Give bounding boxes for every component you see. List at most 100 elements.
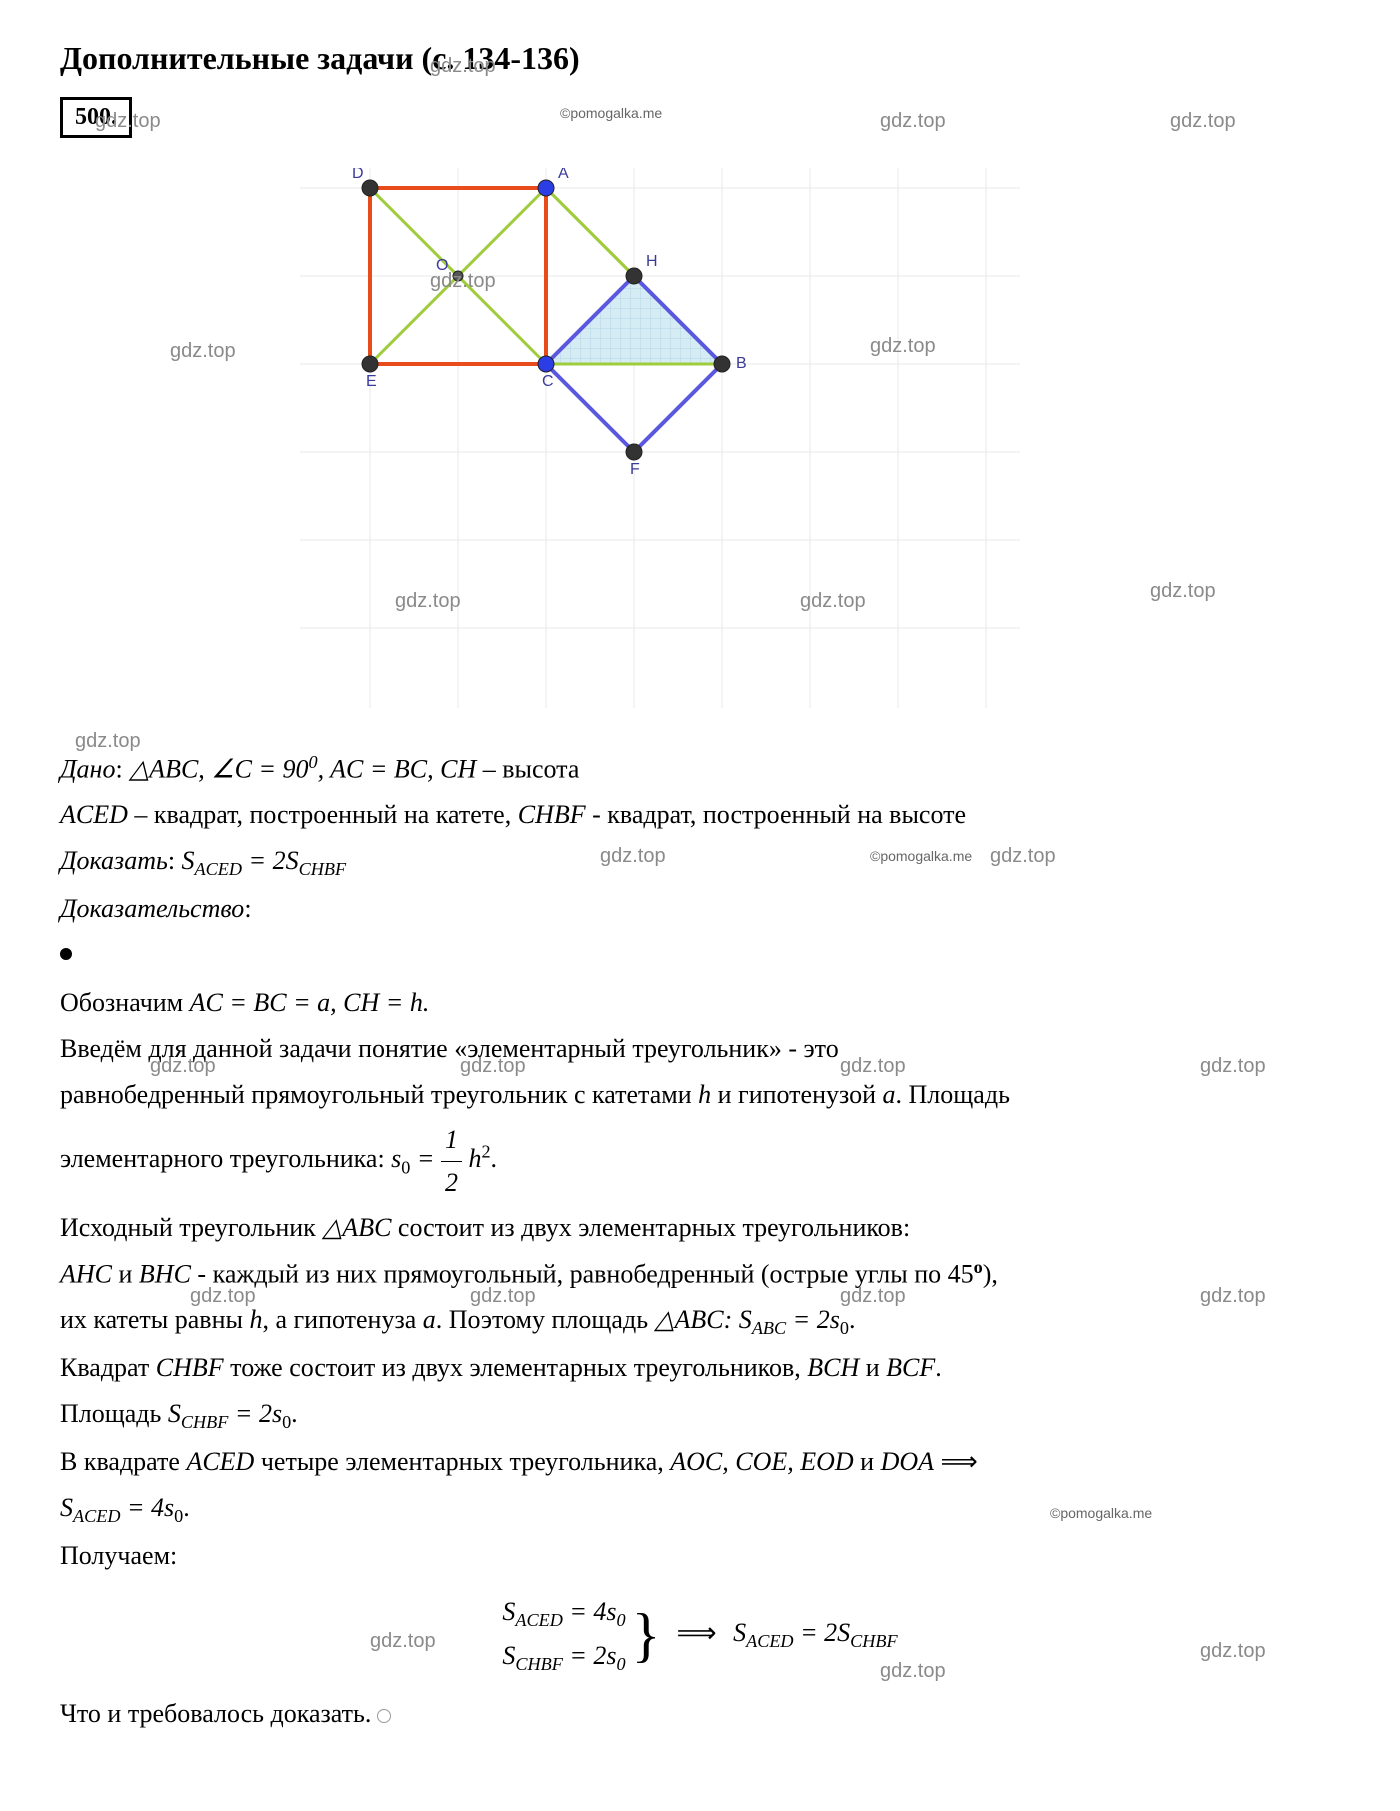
svg-text:O: O: [436, 257, 448, 274]
er1a: S: [733, 1618, 746, 1647]
eq-sign: =: [410, 1144, 441, 1173]
p9a: Площадь: [60, 1399, 168, 1428]
p6e: ),: [983, 1260, 998, 1289]
p9e: .: [291, 1399, 298, 1428]
er1b: ACED: [746, 1631, 794, 1651]
p6b: и: [112, 1260, 139, 1289]
problem-number: 500.: [60, 97, 132, 138]
er1c: = 2S: [794, 1618, 851, 1647]
p9b: S: [168, 1399, 181, 1428]
svg-text:A: A: [558, 168, 569, 182]
given-label: Дано: [60, 755, 115, 784]
p9c: CHBF: [181, 1412, 229, 1432]
p10c: четыре элементарных треугольника,: [254, 1447, 670, 1476]
p7e: . Поэтому площадь: [436, 1305, 655, 1334]
p7h: = 2s: [786, 1305, 840, 1334]
p11-sub0: 0: [174, 1506, 183, 1526]
given-math-2: , AC = BC, CH –: [318, 755, 503, 784]
chbf-sub: CHBF: [299, 859, 347, 879]
p10f: DOA: [881, 1447, 934, 1476]
svg-text:D: D: [352, 168, 364, 182]
p7c: , а гипотенуза: [262, 1305, 422, 1334]
p3b: h: [698, 1080, 711, 1109]
given-text-2: квадрат, построенный на катете,: [154, 800, 518, 829]
imply-arrow: ⟹: [676, 1612, 716, 1657]
problem-text: Дано: △ABC, ∠C = 900, AC = BC, CH – высо…: [60, 748, 1340, 1734]
p6a: AHC: [60, 1260, 112, 1289]
p7f: △ABC: S: [655, 1305, 752, 1334]
degree-sup: 0: [308, 752, 317, 772]
p3a: равнобедренный прямоугольный треугольник…: [60, 1080, 698, 1109]
p9d: = 2s: [228, 1399, 282, 1428]
el1d: 0: [617, 1610, 626, 1630]
frac-den: 2: [441, 1162, 462, 1204]
proof-label: Доказательство: [60, 894, 244, 923]
p7d: a: [423, 1305, 436, 1334]
el2a: S: [502, 1641, 515, 1670]
geometry-diagram: D A O H E C B F: [300, 168, 1020, 708]
p3d: a: [883, 1080, 896, 1109]
p3e: . Площадь: [896, 1080, 1010, 1109]
svg-text:E: E: [366, 373, 377, 390]
p5b: △ABC: [322, 1213, 391, 1242]
given-math-1: △ABC, ∠C = 90: [129, 755, 308, 784]
p6d: - каждый из них прямоугольный, равнобедр…: [191, 1260, 974, 1289]
p3c: и гипотенузой: [711, 1080, 882, 1109]
p11d: .: [183, 1493, 190, 1522]
qed-text: Что и требовалось доказать.: [60, 1699, 371, 1728]
sup-2: 2: [481, 1142, 490, 1162]
chbf-label: CHBF: [518, 800, 586, 829]
p7g: ABC: [752, 1318, 786, 1338]
h-var: h: [468, 1144, 481, 1173]
page-title: Дополнительные задачи (с. 134-136): [60, 40, 1340, 77]
p4a: элементарного треугольника:: [60, 1144, 391, 1173]
svg-text:B: B: [736, 355, 747, 372]
el1c: = 4s: [563, 1597, 617, 1626]
el1b: ACED: [515, 1610, 563, 1630]
p8g: .: [935, 1353, 942, 1382]
svg-text:C: C: [542, 373, 554, 390]
S-letter: S: [182, 846, 195, 875]
watermark-text: gdz.top: [170, 340, 236, 363]
p1b: AC = BC = a, CH = h.: [190, 988, 430, 1017]
aced-sub: ACED: [195, 859, 243, 879]
frac-num: 1: [441, 1119, 462, 1162]
p10b: ACED: [186, 1447, 254, 1476]
p5c: состоит из двух элементарных треугольник…: [391, 1213, 910, 1242]
watermark-text: gdz.top: [1170, 110, 1236, 133]
p8b: CHBF: [156, 1353, 224, 1382]
p1a: Обозначим: [60, 988, 190, 1017]
aced-label: ACED –: [60, 800, 154, 829]
p8d: BCH: [807, 1353, 859, 1382]
p5a: Исходный треугольник: [60, 1213, 322, 1242]
p8c: тоже состоит из двух элементарных треуго…: [224, 1353, 808, 1382]
p7i: .: [849, 1305, 856, 1334]
p10e: и: [854, 1447, 881, 1476]
watermark-text: gdz.top: [880, 110, 946, 133]
qed-circle-icon: [377, 1709, 391, 1723]
p10g: ⟹: [934, 1447, 978, 1476]
given-text-3: - квадрат, построенный на высоте: [586, 800, 966, 829]
p11b: ACED: [73, 1506, 121, 1526]
p8a: Квадрат: [60, 1353, 156, 1382]
svg-text:F: F: [630, 461, 640, 478]
p12: Получаем:: [60, 1535, 1340, 1577]
el2d: 0: [617, 1654, 626, 1674]
p2: Введём для данной задачи понятие «элемен…: [60, 1028, 1340, 1070]
period: .: [491, 1144, 498, 1173]
final-equation: SACED = 4s0 SCHBF = 2s0 }⟹ SACED = 2SCHB…: [60, 1587, 1340, 1683]
p8e: и: [859, 1353, 886, 1382]
p10a: В квадрате: [60, 1447, 186, 1476]
er1d: CHBF: [850, 1631, 898, 1651]
p6c: BHC: [139, 1260, 191, 1289]
p11c: = 4s: [121, 1493, 175, 1522]
svg-text:H: H: [646, 253, 658, 270]
given-word: высота: [502, 755, 579, 784]
s-var: s: [391, 1144, 401, 1173]
copyright-text: ©pomogalka.me: [560, 105, 662, 121]
el2b: CHBF: [515, 1654, 563, 1674]
deg-mark: о: [974, 1257, 983, 1277]
eq-mid: = 2S: [242, 846, 299, 875]
p11a: S: [60, 1493, 73, 1522]
right-brace: }: [632, 1587, 661, 1683]
